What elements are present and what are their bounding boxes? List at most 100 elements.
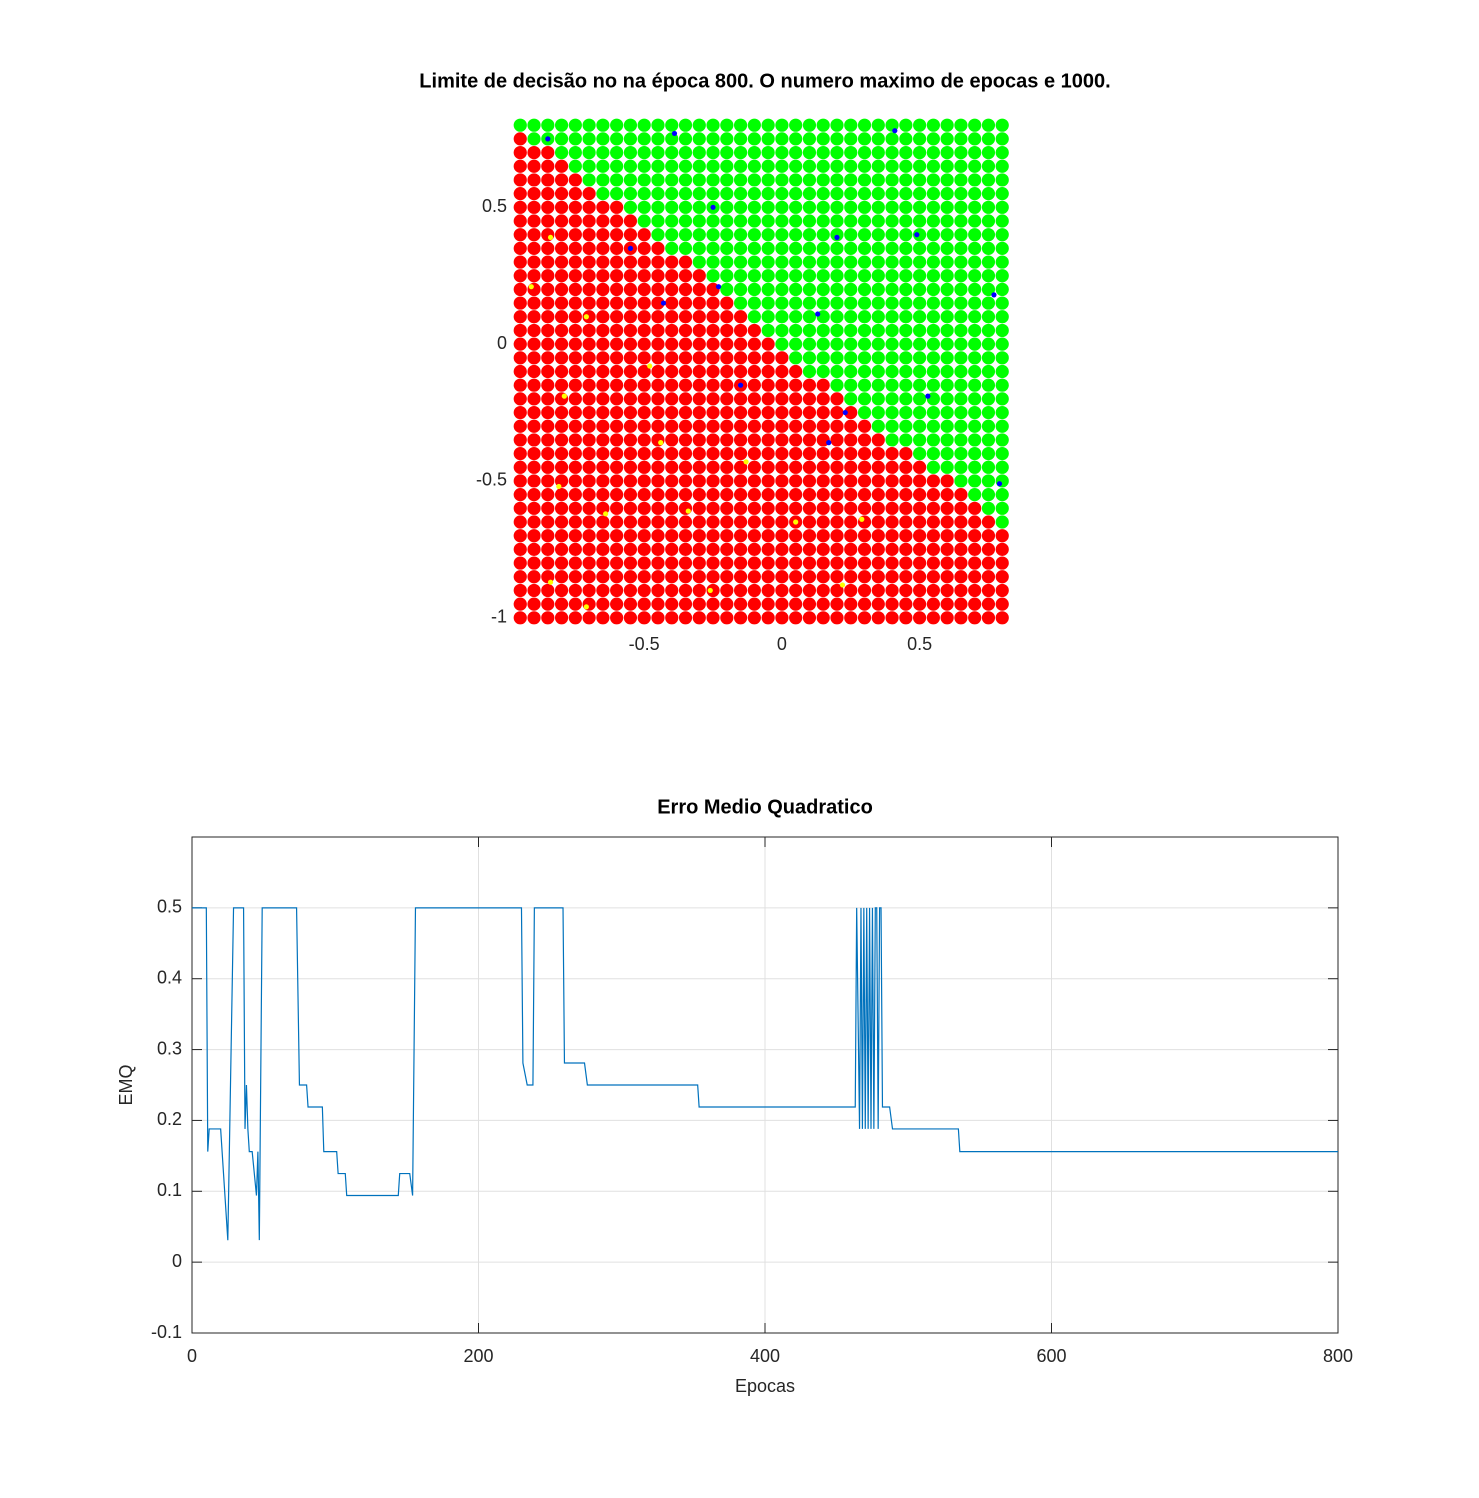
grid-point — [968, 337, 982, 351]
grid-point — [665, 378, 679, 392]
grid-point — [527, 159, 541, 173]
grid-point — [789, 392, 803, 406]
grid-point — [541, 446, 555, 461]
grid-point — [582, 228, 596, 242]
grid-point — [527, 241, 541, 255]
grid-point — [596, 241, 610, 255]
grid-point — [568, 159, 582, 173]
grid-point — [568, 378, 582, 392]
grid-point — [913, 556, 927, 570]
grid-point — [871, 488, 885, 502]
grid-point — [830, 501, 844, 515]
grid-point — [733, 501, 748, 515]
grid-point — [733, 269, 748, 283]
grid-point — [844, 529, 858, 543]
grid-point — [775, 515, 789, 529]
grid-point — [678, 515, 693, 529]
grid-point — [554, 159, 569, 173]
grid-point — [720, 419, 734, 433]
grid-point — [513, 446, 527, 461]
grid-point — [582, 542, 596, 556]
y-axis-label: EMQ — [116, 1064, 136, 1105]
grid-point — [747, 405, 761, 420]
grid-point — [775, 200, 789, 214]
grid-point — [678, 214, 693, 228]
sample-point — [647, 363, 653, 369]
grid-point — [637, 132, 651, 146]
grid-point — [926, 556, 940, 570]
grid-point — [706, 159, 720, 173]
grid-point — [596, 611, 610, 625]
grid-point — [802, 323, 817, 338]
grid-point — [568, 214, 582, 228]
grid-point — [678, 488, 693, 502]
grid-point — [623, 159, 638, 173]
grid-point — [775, 310, 789, 324]
grid-point — [913, 159, 927, 173]
grid-point — [651, 337, 665, 351]
grid-point — [527, 597, 541, 611]
grid-point — [706, 214, 720, 228]
grid-point — [651, 556, 665, 570]
grid-point — [775, 556, 789, 570]
grid-point — [913, 187, 927, 201]
grid-point — [968, 474, 982, 488]
grid-point — [637, 433, 651, 447]
grid-point — [981, 351, 996, 365]
grid-point — [954, 378, 968, 392]
grid-point — [885, 405, 899, 420]
sample-point — [660, 300, 667, 306]
grid-point — [857, 419, 872, 433]
grid-point — [706, 255, 720, 269]
grid-point — [747, 556, 761, 570]
x-tick-label: 0 — [777, 634, 787, 654]
grid-point — [857, 542, 872, 556]
sample-point — [834, 234, 840, 241]
grid-point — [871, 310, 885, 324]
grid-point — [610, 488, 624, 502]
grid-point — [940, 542, 954, 556]
grid-point — [747, 241, 761, 255]
grid-point — [610, 159, 624, 173]
grid-point — [678, 200, 693, 214]
grid-point — [554, 337, 569, 351]
grid-point — [816, 488, 830, 502]
grid-point — [733, 460, 748, 474]
grid-point — [706, 419, 720, 433]
grid-point — [623, 446, 638, 461]
grid-point — [954, 118, 968, 132]
grid-point — [582, 296, 596, 310]
grid-point — [527, 296, 541, 310]
grid-point — [651, 310, 665, 324]
grid-point — [733, 200, 748, 214]
grid-point — [568, 241, 582, 255]
grid-point — [720, 351, 734, 365]
grid-point — [610, 323, 624, 338]
grid-point — [665, 488, 679, 502]
grid-point — [802, 556, 817, 570]
grid-point — [610, 269, 624, 283]
grid-point — [789, 132, 803, 146]
grid-point — [885, 173, 899, 187]
grid-point — [981, 460, 996, 474]
grid-point — [954, 460, 968, 474]
grid-point — [871, 337, 885, 351]
grid-point — [513, 310, 527, 324]
sample-point — [859, 516, 865, 522]
grid-point — [899, 474, 913, 488]
grid-point — [541, 611, 555, 625]
grid-point — [830, 556, 844, 570]
grid-point — [596, 173, 610, 187]
grid-point — [527, 556, 541, 570]
grid-point — [885, 323, 899, 338]
grid-point — [789, 611, 803, 625]
grid-point — [720, 460, 734, 474]
grid-point — [527, 282, 541, 297]
grid-point — [885, 611, 899, 625]
grid-point — [885, 556, 899, 570]
grid-point — [678, 583, 693, 598]
grid-point — [678, 159, 693, 173]
grid-point — [610, 570, 624, 584]
grid-point — [637, 269, 651, 283]
grid-point — [844, 474, 858, 488]
